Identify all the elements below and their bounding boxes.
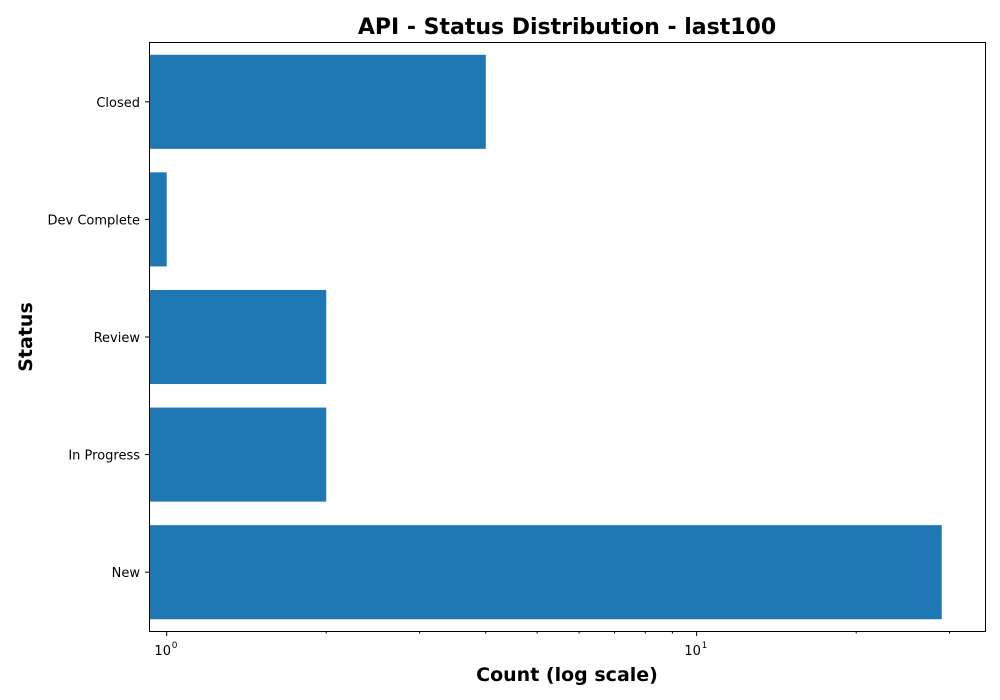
y-tick-label: Review xyxy=(94,331,141,346)
y-axis-label: Status xyxy=(15,302,37,372)
plot-frame xyxy=(149,42,986,632)
bar-review xyxy=(150,289,327,385)
x-tick-exponent: 0 xyxy=(172,641,178,651)
y-tick-label: Dev Complete xyxy=(48,213,141,228)
bar-in-progress xyxy=(150,407,327,502)
x-axis-label: Count (log scale) xyxy=(476,664,658,686)
y-ticks-layer: Closed Dev Complete Review In Progress New xyxy=(48,96,150,581)
x-tick-exponent: 1 xyxy=(702,641,708,651)
x-tick-label: 10 xyxy=(154,644,171,659)
x-tick-label: 10 xyxy=(684,644,701,659)
bar-dev-complete xyxy=(150,172,167,267)
y-tick-label: Closed xyxy=(96,96,140,111)
bar-new xyxy=(150,525,942,620)
y-tick-label: In Progress xyxy=(68,449,140,464)
bars-layer xyxy=(150,54,942,620)
x-ticks-layer: 10 0 10 1 xyxy=(154,631,951,659)
bar-closed xyxy=(150,54,486,149)
chart-title: API - Status Distribution - last100 xyxy=(358,15,776,40)
y-tick-label: New xyxy=(112,566,141,581)
